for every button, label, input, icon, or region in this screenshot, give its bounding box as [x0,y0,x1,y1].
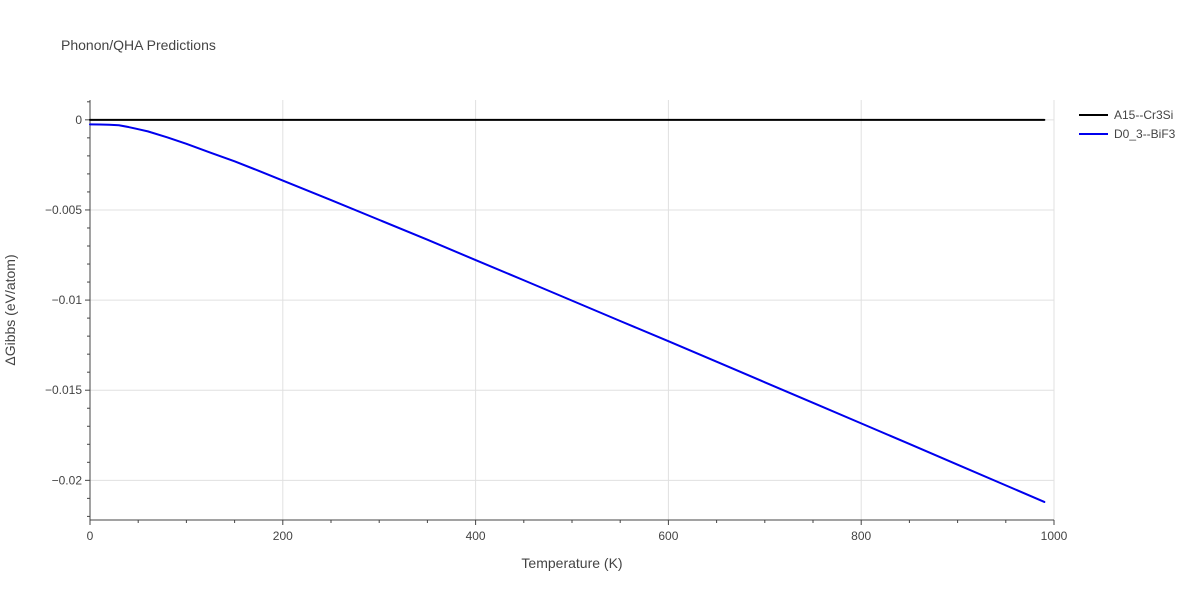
chart-title: Phonon/QHA Predictions [61,37,216,53]
legend-item[interactable]: A15--Cr3Si [1079,108,1173,122]
x-axis-title: Temperature (K) [521,555,622,571]
x-tick-label: 400 [466,529,486,543]
x-tick-label: 0 [87,529,94,543]
y-tick-label: −0.02 [52,473,83,487]
series [89,118,1046,503]
y-axis-title: ΔGibbs (eV/atom) [2,254,18,365]
y-tick-label: −0.005 [45,203,82,217]
y-tick-label: −0.01 [52,293,83,307]
x-tick-label: 1000 [1041,529,1068,543]
axes: 0 200 400 600 800 1000 0 −0.005 −0.01 −0.015 −0.02 [45,100,1068,543]
legend-label: A15--Cr3Si [1114,108,1173,122]
legend-item[interactable]: D0_3--BiF3 [1079,127,1176,141]
series-line-2 [89,123,1046,503]
x-tick-label: 800 [851,529,871,543]
legend-label: D0_3--BiF3 [1114,127,1176,141]
legend[interactable]: A15--Cr3Si D0_3--BiF3 [1079,108,1176,141]
y-tick-label: 0 [75,113,82,127]
y-tick-label: −0.015 [45,383,82,397]
x-tick-label: 200 [273,529,293,543]
x-tick-label: 600 [658,529,678,543]
